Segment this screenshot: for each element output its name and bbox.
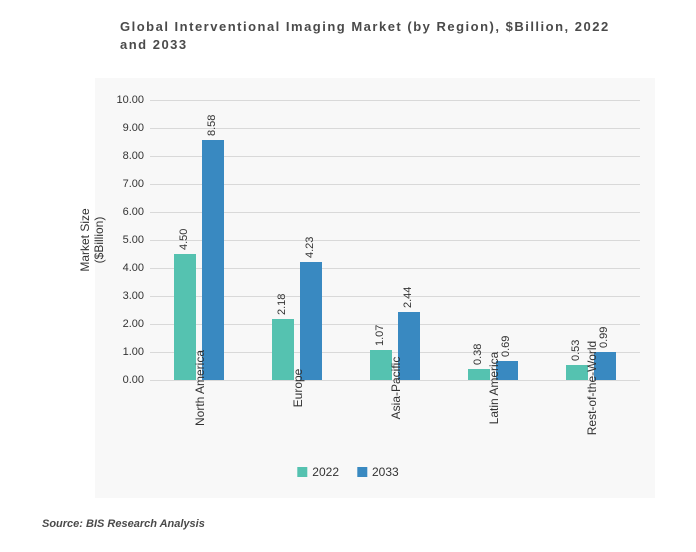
bar-value-label: 4.50: [178, 229, 190, 250]
legend-item: 2033: [357, 465, 399, 479]
x-category-label: Asia-Pacific: [389, 357, 403, 420]
y-tick-label: 2.00: [123, 318, 144, 330]
bar-value-label: 1.07: [374, 325, 386, 346]
y-tick-label: 0.00: [123, 374, 144, 386]
y-axis-label: Market Size ($Billion): [78, 208, 106, 271]
bar-value-label: 2.44: [402, 286, 414, 307]
y-tick-label: 5.00: [123, 234, 144, 246]
bar-value-label: 0.99: [598, 327, 610, 348]
source-text: Source: BIS Research Analysis: [42, 518, 205, 530]
x-category-label: Europe: [291, 369, 305, 408]
bar-2033: [300, 262, 322, 380]
bar-value-label: 8.58: [206, 114, 218, 135]
legend-label: 2033: [372, 465, 399, 479]
y-tick-label: 9.00: [123, 122, 144, 134]
y-tick-label: 10.00: [116, 94, 144, 106]
bar-value-label: 2.18: [276, 294, 288, 315]
legend-label: 2022: [312, 465, 339, 479]
x-category-label: Rest-of-the-World: [585, 341, 599, 435]
y-tick-label: 8.00: [123, 150, 144, 162]
y-tick-label: 3.00: [123, 290, 144, 302]
bar-value-label: 0.53: [570, 340, 582, 361]
y-tick-label: 6.00: [123, 206, 144, 218]
legend-swatch: [357, 467, 367, 477]
legend: 2022 2033: [297, 465, 398, 479]
x-category-label: North America: [193, 350, 207, 426]
legend-swatch: [297, 467, 307, 477]
chart-area: 4.50 8.58 2.18 4.23 1.07 2.44 0.38 0.69 0.53 0.99: [150, 100, 640, 380]
bar-value-label: 0.38: [472, 344, 484, 365]
bar-2033: [202, 140, 224, 380]
bar-value-label: 0.69: [500, 335, 512, 356]
bar-value-label: 4.23: [304, 236, 316, 257]
chart-title: Global Interventional Imaging Market (by…: [120, 18, 640, 54]
y-tick-label: 1.00: [123, 346, 144, 358]
y-tick-label: 7.00: [123, 178, 144, 190]
legend-item: 2022: [297, 465, 339, 479]
y-tick-label: 4.00: [123, 262, 144, 274]
x-category-label: Latin America: [487, 352, 501, 425]
